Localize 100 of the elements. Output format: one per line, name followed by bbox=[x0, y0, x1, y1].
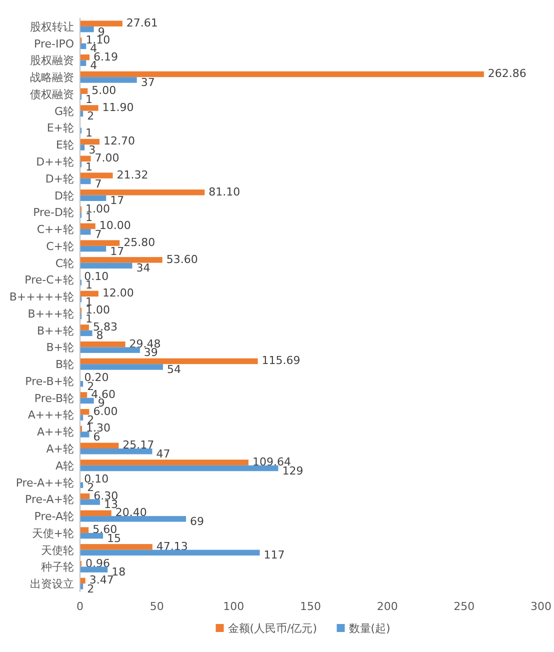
bar bbox=[80, 578, 86, 584]
y-tick-label: 天使+轮 bbox=[32, 526, 74, 540]
data-label: 25.80 bbox=[124, 236, 156, 250]
data-label: 2 bbox=[87, 110, 94, 123]
bar bbox=[80, 88, 88, 94]
bar bbox=[80, 432, 90, 438]
data-label: 54 bbox=[166, 362, 181, 376]
bar bbox=[80, 178, 91, 184]
bar bbox=[80, 392, 88, 398]
x-tick-label: 50 bbox=[150, 600, 164, 613]
x-tick-label: 250 bbox=[454, 600, 475, 613]
data-label: 39 bbox=[144, 346, 158, 360]
legend-label: 数量(起) bbox=[348, 622, 390, 635]
data-label: 1 bbox=[86, 126, 93, 140]
y-tick-label: B+++++轮 bbox=[9, 290, 74, 304]
bar bbox=[80, 77, 137, 83]
y-tick-label: A+++轮 bbox=[28, 408, 74, 422]
y-tick-label: A+轮 bbox=[46, 442, 74, 456]
bar bbox=[80, 229, 91, 235]
y-tick-label: B+轮 bbox=[46, 341, 74, 354]
bar bbox=[80, 460, 248, 466]
data-label: 9 bbox=[98, 396, 105, 410]
data-label: 4 bbox=[90, 59, 98, 72]
data-label: 1 bbox=[86, 92, 93, 106]
bar bbox=[80, 341, 126, 348]
bar bbox=[80, 257, 162, 263]
data-label: 47.13 bbox=[156, 540, 188, 553]
y-tick-label: D++轮 bbox=[36, 156, 74, 168]
bar bbox=[80, 566, 108, 572]
bar bbox=[80, 195, 106, 202]
data-label: 69 bbox=[190, 514, 204, 528]
y-tick-label: A++轮 bbox=[37, 426, 74, 439]
data-label: 1 bbox=[86, 160, 93, 174]
y-tick-label: C轮 bbox=[55, 256, 74, 270]
data-label: 7 bbox=[94, 177, 102, 190]
data-label: 81.10 bbox=[208, 185, 240, 198]
data-label: 27.61 bbox=[126, 16, 158, 30]
bar bbox=[80, 20, 122, 26]
data-label: 129 bbox=[282, 464, 304, 478]
bar bbox=[80, 190, 205, 196]
y-tick-label: Pre-IPO bbox=[34, 37, 74, 50]
x-tick-label: 200 bbox=[376, 600, 398, 613]
y-tick-label: Pre-B轮 bbox=[34, 392, 74, 405]
y-tick-label: Pre-A+轮 bbox=[25, 493, 74, 506]
data-label: 21.32 bbox=[116, 168, 148, 182]
data-label: 117 bbox=[264, 548, 285, 562]
bar bbox=[80, 262, 132, 269]
data-label: 1 bbox=[86, 211, 93, 224]
bar bbox=[80, 156, 91, 162]
data-label: 7 bbox=[94, 228, 102, 241]
y-tick-label: 债权融资 bbox=[30, 88, 74, 101]
data-label: 12.70 bbox=[104, 134, 136, 148]
bar bbox=[80, 364, 163, 370]
y-tick-label: 种子轮 bbox=[41, 560, 74, 574]
data-label: 1 bbox=[86, 312, 93, 326]
bar bbox=[80, 465, 278, 472]
data-label: 262.86 bbox=[488, 67, 526, 80]
bar bbox=[80, 60, 86, 66]
y-tick-label: 天使轮 bbox=[41, 544, 74, 557]
bar bbox=[80, 105, 98, 111]
bar bbox=[80, 532, 104, 539]
y-tick-label: C++轮 bbox=[36, 223, 74, 236]
bar bbox=[80, 172, 113, 178]
y-tick-label: Pre-A++轮 bbox=[16, 476, 74, 490]
bar bbox=[80, 358, 258, 364]
data-label: 3 bbox=[88, 143, 96, 156]
y-tick-label: Pre-D轮 bbox=[33, 206, 74, 220]
bar bbox=[80, 240, 120, 246]
data-label: 13 bbox=[104, 498, 118, 512]
data-label: 53.60 bbox=[166, 252, 198, 266]
data-label: 7.00 bbox=[94, 152, 120, 165]
bar bbox=[80, 223, 96, 230]
data-label: 47 bbox=[156, 447, 170, 460]
bar bbox=[80, 138, 100, 145]
y-tick-label: D轮 bbox=[54, 189, 74, 202]
data-label: 34 bbox=[136, 262, 150, 275]
bar bbox=[80, 26, 94, 32]
y-tick-label: 战略融资 bbox=[30, 71, 74, 84]
bar bbox=[80, 510, 112, 516]
x-tick-label: 150 bbox=[300, 600, 321, 613]
data-label: 20.40 bbox=[115, 506, 147, 520]
bar bbox=[80, 246, 106, 252]
bar bbox=[80, 544, 152, 550]
bar bbox=[80, 516, 186, 522]
y-tick-label: Pre-A轮 bbox=[34, 510, 74, 524]
y-tick-label: C+轮 bbox=[46, 240, 74, 253]
bar bbox=[80, 499, 100, 505]
bar bbox=[80, 144, 85, 150]
data-label: 11.90 bbox=[102, 100, 134, 114]
bar bbox=[80, 54, 90, 60]
bar bbox=[80, 442, 119, 448]
bar bbox=[80, 347, 140, 353]
bar bbox=[80, 324, 89, 330]
data-label: 17 bbox=[110, 194, 124, 208]
data-label: 2 bbox=[87, 481, 94, 494]
y-tick-label: 股权转让 bbox=[30, 20, 74, 34]
data-label: 15 bbox=[107, 532, 122, 545]
x-tick-label: 100 bbox=[223, 600, 244, 613]
y-tick-label: D+轮 bbox=[45, 172, 74, 186]
legend-label: 金额(人民币/亿元) bbox=[228, 622, 318, 635]
